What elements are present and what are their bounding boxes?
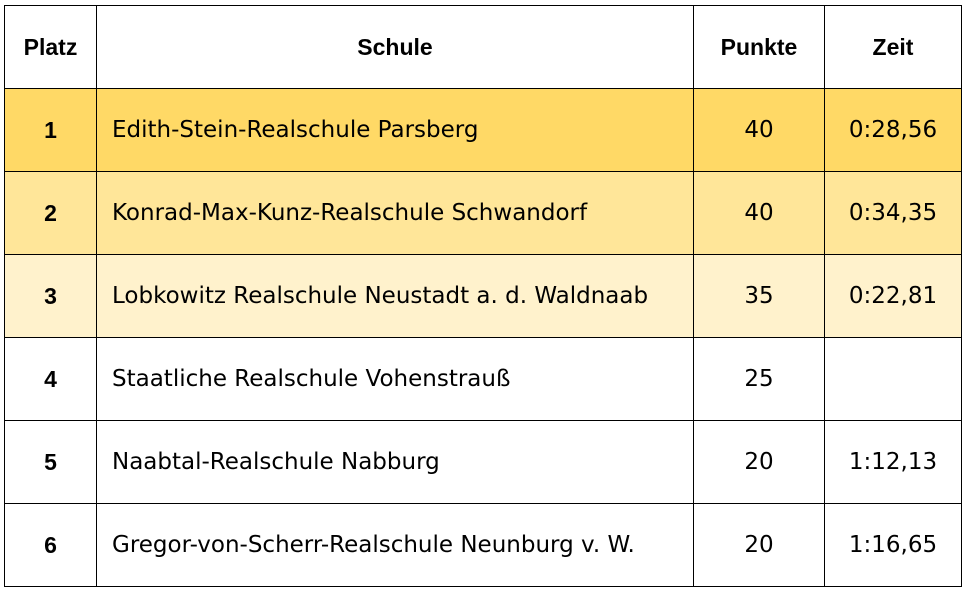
header-schule: Schule	[96, 5, 694, 89]
platz-cell: 2	[4, 171, 97, 255]
zeit-cell: 1:16,65	[824, 503, 962, 587]
zeit-cell: 0:28,56	[824, 88, 962, 172]
platz-cell: 6	[4, 503, 97, 587]
schule-cell: Konrad-Max-Kunz-Realschule Schwandorf	[96, 171, 694, 255]
schule-text: Naabtal-Realschule Nabburg	[112, 449, 440, 475]
punkte-cell: 25	[693, 337, 825, 421]
zeit-cell: 1:12,13	[824, 420, 962, 504]
header-punkte: Punkte	[693, 5, 825, 89]
punkte-cell: 40	[693, 88, 825, 172]
schule-cell: Staatliche Realschule Vohenstrauß	[96, 337, 694, 421]
punkte-cell: 35	[693, 254, 825, 338]
ranking-table: Platz Schule Punkte Zeit 1 Edith-Stein-R…	[4, 5, 962, 587]
schule-text: Staatliche Realschule Vohenstrauß	[112, 366, 511, 392]
schule-text: Edith-Stein-Realschule Parsberg	[112, 117, 479, 143]
punkte-cell: 40	[693, 171, 825, 255]
zeit-cell	[824, 337, 962, 421]
platz-cell: 4	[4, 337, 97, 421]
table-row: 6 Gregor-von-Scherr-Realschule Neunburg …	[4, 503, 962, 587]
zeit-cell: 0:34,35	[824, 171, 962, 255]
platz-cell: 3	[4, 254, 97, 338]
schule-cell: Edith-Stein-Realschule Parsberg	[96, 88, 694, 172]
schule-text: Gregor-von-Scherr-Realschule Neunburg v.…	[112, 532, 635, 558]
schule-cell: Lobkowitz Realschule Neustadt a. d. Wald…	[96, 254, 694, 338]
platz-cell: 1	[4, 88, 97, 172]
header-zeit: Zeit	[824, 5, 962, 89]
header-row: Platz Schule Punkte Zeit	[4, 5, 962, 89]
table-row: 1 Edith-Stein-Realschule Parsberg 40 0:2…	[4, 88, 962, 172]
header-platz: Platz	[4, 5, 97, 89]
zeit-cell: 0:22,81	[824, 254, 962, 338]
schule-cell: Naabtal-Realschule Nabburg	[96, 420, 694, 504]
table-row: 4 Staatliche Realschule Vohenstrauß 25	[4, 337, 962, 421]
table-row: 3 Lobkowitz Realschule Neustadt a. d. Wa…	[4, 254, 962, 338]
schule-text: Konrad-Max-Kunz-Realschule Schwandorf	[112, 200, 588, 226]
schule-text: Lobkowitz Realschule Neustadt a. d. Wald…	[112, 283, 649, 309]
punkte-cell: 20	[693, 420, 825, 504]
platz-cell: 5	[4, 420, 97, 504]
table-row: 5 Naabtal-Realschule Nabburg 20 1:12,13	[4, 420, 962, 504]
table-row: 2 Konrad-Max-Kunz-Realschule Schwandorf …	[4, 171, 962, 255]
schule-cell: Gregor-von-Scherr-Realschule Neunburg v.…	[96, 503, 694, 587]
punkte-cell: 20	[693, 503, 825, 587]
